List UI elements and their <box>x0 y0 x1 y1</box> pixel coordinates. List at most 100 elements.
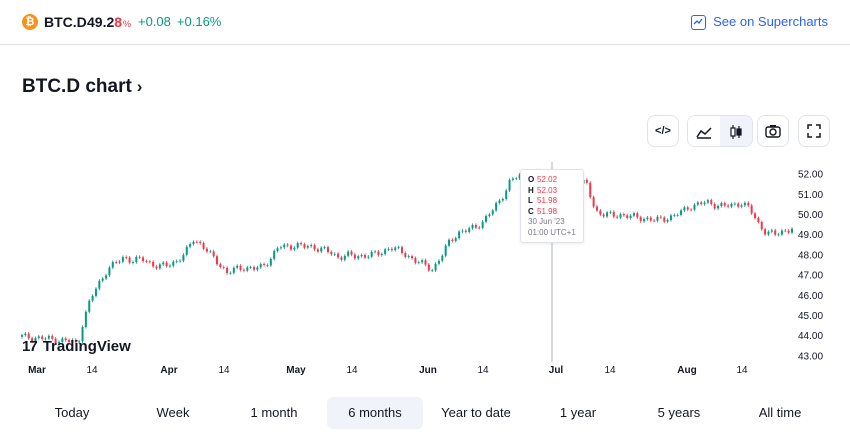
candle-body <box>189 243 192 247</box>
candle-body <box>289 245 292 250</box>
candle-body <box>326 247 329 253</box>
range-button-all-time[interactable]: All time <box>758 405 802 420</box>
candle-body <box>669 215 672 221</box>
candle-body <box>693 204 696 210</box>
candle-body <box>363 254 366 258</box>
candle-body <box>81 326 84 342</box>
candle-body <box>656 216 659 221</box>
candle-body <box>663 217 666 222</box>
candle-body <box>37 336 40 339</box>
candle-body <box>263 264 266 265</box>
range-button-1-year[interactable]: 1 year <box>559 405 597 420</box>
change-absolute: +0.08 <box>138 14 171 29</box>
candle-body <box>118 261 121 263</box>
candle-body <box>84 311 87 327</box>
tradingview-name: TradingView <box>42 338 131 355</box>
candle-body <box>162 262 165 265</box>
candle-body <box>404 252 407 257</box>
range-button-today[interactable]: Today <box>54 405 90 420</box>
x-tick-label: 14 <box>604 365 616 376</box>
candle-body <box>659 216 662 218</box>
y-tick-label: 47.00 <box>798 271 823 282</box>
range-button-5-years[interactable]: 5 years <box>657 405 701 420</box>
candle-body <box>649 217 652 221</box>
tradingview-logo[interactable]: 17 TradingView <box>22 338 131 355</box>
tooltip-close-value: 51.98 <box>537 206 558 216</box>
candle-body <box>622 214 625 216</box>
candle-body <box>192 241 195 244</box>
candle-body <box>458 231 461 239</box>
embed-code-button[interactable]: </> <box>647 115 679 147</box>
candle-series <box>21 168 793 346</box>
candle-body <box>629 215 632 219</box>
candle-body <box>448 239 451 246</box>
candle-body <box>78 341 81 343</box>
snapshot-button[interactable] <box>757 115 789 147</box>
candle-body <box>121 257 124 262</box>
range-button-week[interactable]: Week <box>156 405 190 420</box>
candle-body <box>632 213 635 216</box>
candle-body <box>125 257 128 258</box>
supercharts-label: See on Supercharts <box>713 14 828 29</box>
candle-body <box>300 243 303 245</box>
candle-body <box>511 178 514 180</box>
candle-body <box>747 202 750 206</box>
candle-body <box>367 256 370 258</box>
candle-body <box>515 178 518 180</box>
candles-chart-button[interactable] <box>720 116 752 146</box>
area-chart-button[interactable] <box>688 116 720 146</box>
candle-body <box>683 207 686 211</box>
fullscreen-button[interactable] <box>798 115 830 147</box>
candle-body <box>686 207 689 210</box>
candle-body <box>774 230 777 235</box>
candle-body <box>236 265 239 268</box>
symbol-name: BTC.D <box>44 14 87 30</box>
range-button-year-to-date[interactable]: Year to date <box>441 405 511 420</box>
see-on-supercharts-link[interactable]: See on Supercharts <box>691 14 828 30</box>
x-tick-label: Apr <box>160 365 177 376</box>
candle-body <box>394 247 397 251</box>
candle-body <box>71 339 74 343</box>
candle-body <box>283 244 286 248</box>
x-tick-label: Aug <box>677 365 696 376</box>
candle-body <box>713 204 716 209</box>
symbol-header: ₿ BTC.D 49.28% +0.08 +0.16% See on Superc… <box>0 0 850 45</box>
candle-body <box>791 228 793 233</box>
candle-body <box>74 339 77 343</box>
candle-body <box>770 230 773 232</box>
x-tick-label: 14 <box>477 365 489 376</box>
chart-title-link[interactable]: BTC.D chart › <box>22 76 142 98</box>
price-chart[interactable]: 52.00 51.00 50.00 49.00 48.00 47.00 46.00 45.00… <box>0 150 850 380</box>
candle-body <box>266 264 269 266</box>
candle-body <box>599 210 602 215</box>
x-tick-label: May <box>286 365 306 376</box>
candle-body <box>397 247 400 248</box>
candle-body <box>639 217 642 222</box>
candle-body <box>333 253 336 255</box>
candle-body <box>108 267 111 276</box>
candle-body <box>293 247 296 250</box>
candle-body <box>57 341 60 344</box>
candle-body <box>27 333 30 339</box>
tooltip-open-label: O <box>528 175 535 184</box>
candle-body <box>700 202 703 205</box>
snapshot-toolbar <box>757 115 789 147</box>
price-change: +0.08 +0.16% <box>138 14 227 30</box>
y-tick-label: 46.00 <box>798 291 823 302</box>
candle-body <box>216 256 219 265</box>
candle-body <box>229 272 232 274</box>
candle-body <box>690 209 693 211</box>
y-tick-label: 51.00 <box>798 190 823 201</box>
candle-body <box>666 220 669 222</box>
range-button-6-months[interactable]: 6 months <box>327 397 423 429</box>
tooltip-close-label: C <box>528 206 534 216</box>
price-main: 49.2 <box>87 14 115 30</box>
candle-body <box>360 254 363 257</box>
candle-body <box>585 179 588 183</box>
candle-body <box>249 267 252 268</box>
range-button-1-month[interactable]: 1 month <box>250 405 298 420</box>
candle-body <box>384 249 387 255</box>
candle-body <box>374 251 377 253</box>
tooltip-open-value: 52.02 <box>537 175 558 184</box>
candle-body <box>740 205 743 207</box>
